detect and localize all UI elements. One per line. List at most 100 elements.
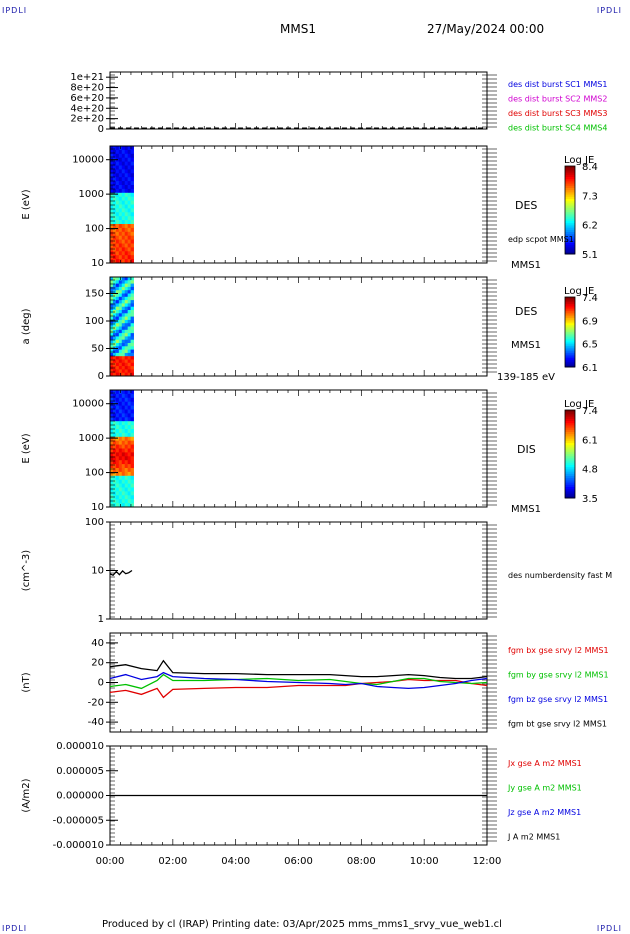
spectrogram-cell xyxy=(115,349,120,354)
colorbar-cell xyxy=(565,427,575,431)
spectrogram-cell xyxy=(127,153,132,159)
y-tick-label: 1000 xyxy=(79,433,104,444)
colorbar-cell xyxy=(565,300,575,303)
spectrogram-cell xyxy=(121,366,126,370)
spectrogram-cell xyxy=(118,444,123,449)
spectrogram-cell xyxy=(127,300,132,304)
spectrogram-cell xyxy=(112,425,117,430)
spectrogram-cell xyxy=(130,208,134,213)
spectrogram-cell xyxy=(118,436,123,442)
spectrogram-cell xyxy=(130,216,134,221)
colorbar-cell xyxy=(565,298,575,301)
y-tick-label: 10 xyxy=(91,502,104,513)
spectrogram-cell xyxy=(121,460,126,465)
colorbar-cell xyxy=(565,410,575,413)
spectrogram-cell xyxy=(112,153,117,159)
spectrogram-cell xyxy=(130,286,134,291)
spectrogram-cell xyxy=(112,149,117,155)
spectrogram-cell xyxy=(121,181,126,186)
spectrogram-cell xyxy=(110,323,114,327)
spectrogram-cell xyxy=(130,436,134,442)
spectrogram-cell xyxy=(115,413,120,418)
y-tick-label: 100 xyxy=(85,316,104,327)
spectrogram-cell xyxy=(127,313,132,317)
spectrogram-cell xyxy=(118,333,123,337)
colorbar-cell xyxy=(565,326,575,329)
y-tick-label: 1e+21 xyxy=(70,72,104,83)
spectrogram-cell xyxy=(130,212,134,217)
colorbar-cell xyxy=(565,434,575,437)
spectrogram-cell xyxy=(130,390,134,395)
legend-entry: Jz gse A m2 MMS1 xyxy=(507,808,581,817)
spectrogram-cell xyxy=(127,346,132,350)
spectrogram-cell xyxy=(121,227,126,233)
spectrogram-cell xyxy=(112,356,117,360)
spectrogram-cell xyxy=(118,456,123,461)
spectrogram-cell xyxy=(124,362,129,367)
spectrogram-cell xyxy=(121,456,126,461)
colorbar-cell xyxy=(565,316,575,319)
spectrogram-cell xyxy=(121,464,126,469)
spectrogram-cell xyxy=(118,359,123,364)
spectrogram-cell xyxy=(121,185,126,190)
spectrogram-cell xyxy=(121,204,126,209)
spectrogram-cell xyxy=(115,397,120,403)
spectrogram-cell xyxy=(110,200,114,205)
y-axis-label: (nT) xyxy=(21,672,32,692)
spectrogram-cell xyxy=(118,421,123,426)
spectrogram-cell xyxy=(124,343,129,347)
colorbar-cell xyxy=(565,438,575,442)
spectrogram-cell xyxy=(130,185,134,190)
spectrogram-cell xyxy=(115,149,120,155)
spectrogram-cell xyxy=(121,495,126,500)
spectrogram-cell xyxy=(118,460,123,465)
colorbar-cell xyxy=(565,487,575,490)
spectrogram-cell xyxy=(110,196,114,201)
spectrogram-cell xyxy=(124,417,129,422)
y-tick-label: 10 xyxy=(91,258,104,269)
spectrogram-cell xyxy=(118,239,123,244)
spectrogram-cell xyxy=(118,296,123,301)
spectrogram-cell xyxy=(127,390,132,395)
colorbar-tick-label: 7.4 xyxy=(582,293,598,304)
spectrogram-cell xyxy=(118,247,123,252)
spectrogram-cell xyxy=(127,277,132,281)
spectrogram-cell xyxy=(112,283,117,288)
spectrogram-cell xyxy=(118,216,123,221)
panel-side-label: DIS xyxy=(517,443,536,456)
spectrogram-cell xyxy=(121,483,126,488)
spectrogram-cell xyxy=(124,243,129,248)
colorbar-cell xyxy=(565,168,575,171)
spectrogram-cell xyxy=(127,296,132,301)
spectrogram-cell xyxy=(118,196,123,201)
spectrogram-cell xyxy=(127,208,132,213)
spectrogram-cell xyxy=(127,417,132,422)
spectrogram-cell xyxy=(130,393,134,399)
spectrogram-cell xyxy=(110,192,114,198)
spectrogram-cell xyxy=(127,452,132,457)
spectrogram-cell xyxy=(121,300,126,304)
spectrogram-cell xyxy=(124,448,129,453)
spectrogram-cell xyxy=(130,460,134,465)
spectrogram-cell xyxy=(112,326,117,331)
spectrogram-cell xyxy=(124,491,129,496)
spectrogram-cell xyxy=(110,231,114,237)
spectrogram-cell xyxy=(118,429,123,434)
spectrogram-cell xyxy=(121,503,126,508)
spectrogram-cell xyxy=(127,323,132,327)
colorbar-cell xyxy=(565,196,575,200)
corner-tag-top-right: IPDLI xyxy=(596,6,622,15)
panel-side-label: DES xyxy=(515,305,537,318)
spectrogram-cell xyxy=(124,165,129,170)
spectrogram-cell xyxy=(112,239,117,244)
spectrogram-cell xyxy=(118,425,123,430)
colorbar-cell xyxy=(565,251,575,255)
spectrogram-cell xyxy=(130,316,134,321)
spectrogram-cell xyxy=(118,405,123,410)
spectrogram-cell xyxy=(110,359,114,364)
spectrogram-cell xyxy=(130,346,134,350)
spectrogram-cell xyxy=(112,464,117,469)
spectrogram-cell xyxy=(130,173,134,178)
spectrogram-cell xyxy=(130,293,134,298)
colorbar-cell xyxy=(565,328,575,331)
